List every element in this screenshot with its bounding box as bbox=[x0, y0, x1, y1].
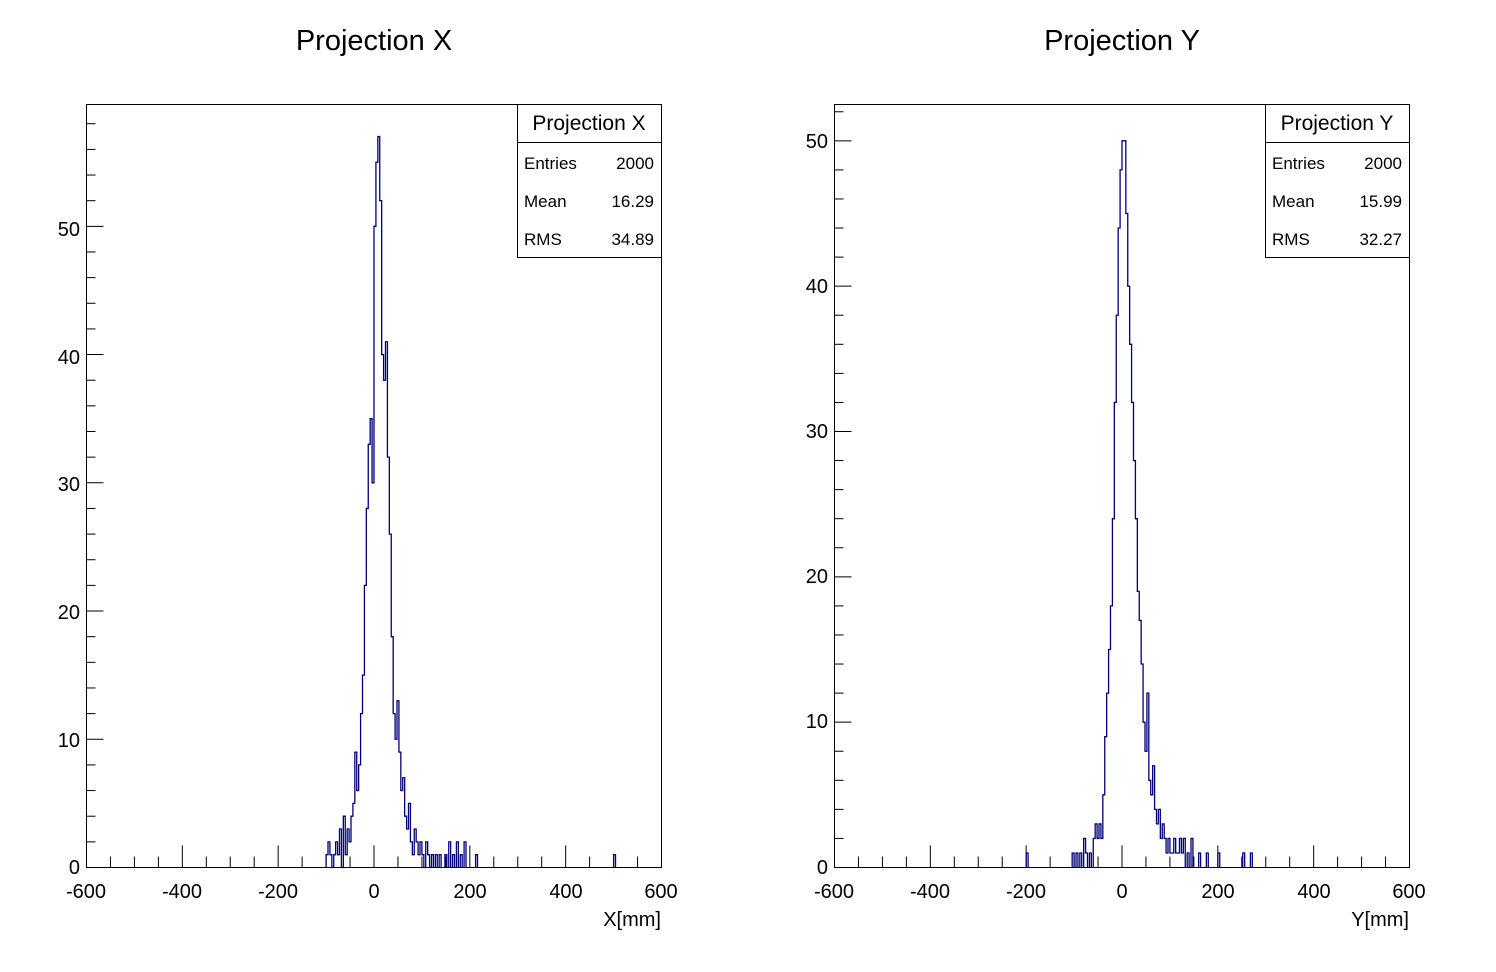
y-ticks-y bbox=[834, 111, 852, 868]
stats-rms-value-y: 32.27 bbox=[1359, 230, 1402, 249]
chart-title-x: Projection X bbox=[296, 25, 452, 57]
stats-title-y: Projection Y bbox=[1281, 112, 1394, 135]
stats-mean-value-x: 16.29 bbox=[611, 192, 654, 211]
tick-label-x-neg200: -200 bbox=[1006, 881, 1046, 903]
tick-label-y-50: 50 bbox=[806, 131, 828, 153]
tick-label-x-0: 0 bbox=[1116, 881, 1127, 903]
stats-rms-value-x: 34.89 bbox=[611, 230, 654, 249]
histogram-line-x bbox=[325, 135, 617, 869]
stats-mean-label-x: Mean bbox=[524, 192, 567, 211]
stats-entries-value-y: 2000 bbox=[1364, 154, 1402, 173]
stats-box-y: Projection Y Entries 2000 Mean 15.99 RMS… bbox=[1265, 104, 1410, 258]
tick-label-x-200: 200 bbox=[453, 881, 486, 903]
tick-label-y-10: 10 bbox=[806, 711, 828, 733]
histogram-line-y bbox=[1025, 140, 1253, 868]
tick-label-x-neg200: -200 bbox=[258, 881, 298, 903]
tick-label-x-400: 400 bbox=[549, 881, 582, 903]
x-ticks-y bbox=[834, 845, 1410, 868]
stats-rms-label-x: RMS bbox=[524, 230, 562, 249]
x-axis-label-y: Y[mm] bbox=[1351, 909, 1409, 931]
tick-label-x-neg400: -400 bbox=[162, 881, 202, 903]
panel-projection-y: Projection Y -600 -400 -200 0 200 400 60… bbox=[806, 25, 1426, 931]
tick-label-y-30: 30 bbox=[806, 421, 828, 443]
tick-label-y-50: 50 bbox=[58, 219, 80, 241]
tick-label-x-400: 400 bbox=[1297, 881, 1330, 903]
stats-entries-label-x: Entries bbox=[524, 154, 577, 173]
tick-label-x-600: 600 bbox=[644, 881, 677, 903]
stats-title-x: Projection X bbox=[532, 112, 645, 135]
x-ticks-x bbox=[86, 845, 662, 868]
tick-label-x-0: 0 bbox=[368, 881, 379, 903]
tick-label-y-40: 40 bbox=[58, 347, 80, 369]
x-axis-label-x: X[mm] bbox=[603, 909, 661, 931]
tick-label-y-20: 20 bbox=[58, 602, 80, 624]
tick-label-y-30: 30 bbox=[58, 474, 80, 496]
stats-box-x: Projection X Entries 2000 Mean 16.29 RMS… bbox=[517, 104, 662, 258]
stats-mean-value-y: 15.99 bbox=[1359, 192, 1402, 211]
panel-projection-x: Projection X -600 -400 -200 0 200 400 60… bbox=[58, 25, 678, 931]
tick-label-x-neg400: -400 bbox=[910, 881, 950, 903]
tick-label-y-20: 20 bbox=[806, 566, 828, 588]
tick-label-x-neg600: -600 bbox=[814, 881, 854, 903]
stats-rms-label-y: RMS bbox=[1272, 230, 1310, 249]
tick-label-x-200: 200 bbox=[1201, 881, 1234, 903]
stats-entries-label-y: Entries bbox=[1272, 154, 1325, 173]
stats-entries-value-x: 2000 bbox=[616, 154, 654, 173]
y-ticks-x bbox=[86, 123, 104, 868]
tick-label-y-10: 10 bbox=[58, 730, 80, 752]
tick-label-x-neg600: -600 bbox=[66, 881, 106, 903]
chart-title-y: Projection Y bbox=[1044, 25, 1200, 57]
tick-label-y-0: 0 bbox=[69, 857, 80, 879]
tick-label-x-600: 600 bbox=[1392, 881, 1425, 903]
tick-label-y-40: 40 bbox=[806, 276, 828, 298]
tick-label-y-0: 0 bbox=[817, 857, 828, 879]
stats-mean-label-y: Mean bbox=[1272, 192, 1315, 211]
